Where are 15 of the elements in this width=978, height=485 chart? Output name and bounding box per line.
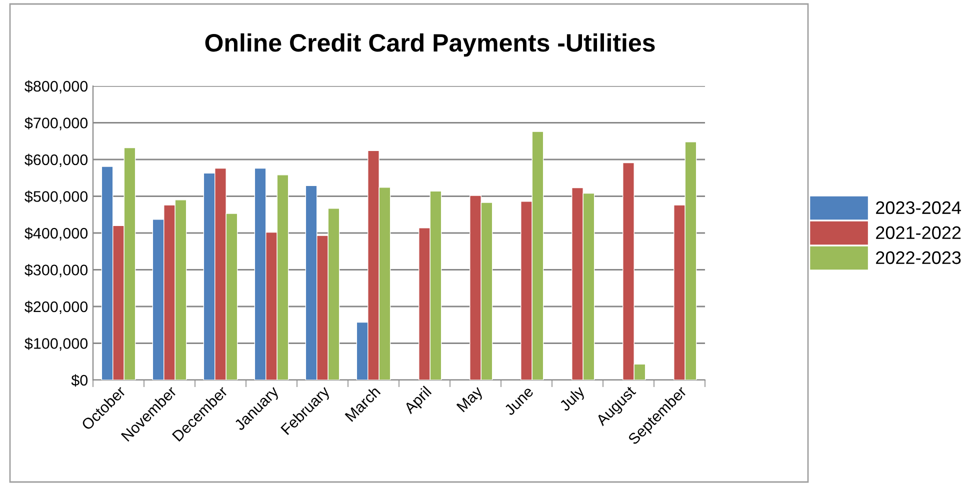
legend-label: 2022-2023 [876,251,961,264]
y-tick-label: $600,000 [24,154,88,167]
y-tick-label: $300,000 [24,264,88,278]
chart-title: Online Credit Card Payments -Utilities [205,33,655,57]
y-tick-label: $500,000 [24,190,88,204]
y-tick-label: $200,000 [24,300,88,314]
y-tick-label: $400,000 [24,227,88,240]
y-tick-label: $700,000 [24,116,88,130]
x-tick-label: July [558,384,588,414]
legend-label: 2021-2022 [876,226,961,240]
legend-label: 2023-2024 [876,201,961,214]
x-tick-label: May [456,385,486,414]
y-tick-label: $800,000 [24,80,88,94]
y-tick-label: $100,000 [24,337,88,351]
y-tick-label: $0 [71,374,88,387]
